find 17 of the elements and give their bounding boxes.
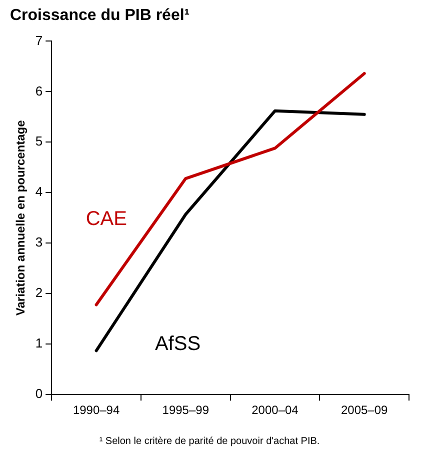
chart-title: Croissance du PIB réel¹ [10, 7, 190, 24]
y-tick-label: 0 [35, 386, 43, 402]
y-axis-title: Variation annuelle en pourcentage [14, 120, 28, 316]
y-tick-label: 4 [35, 184, 43, 200]
x-tick-label: 2000–04 [252, 403, 299, 418]
y-tick-label: 7 [35, 32, 43, 48]
x-tick-label: 1995–99 [162, 403, 210, 418]
series-label: CAE [86, 208, 127, 230]
x-tick-label: 1990–94 [72, 403, 120, 418]
y-tick-label: 6 [35, 83, 43, 98]
y-tick-label: 1 [35, 336, 43, 351]
text: ¹ Selon le critère de parité de pouvoir d'achat PIB. [99, 436, 320, 447]
series-label: AfSS [154, 333, 201, 356]
y-tick-label: 3 [35, 234, 43, 250]
y-tick-label: 5 [35, 134, 43, 149]
y-tick-label: 2 [35, 285, 43, 300]
x-tick-label: 2005–09 [340, 403, 388, 418]
